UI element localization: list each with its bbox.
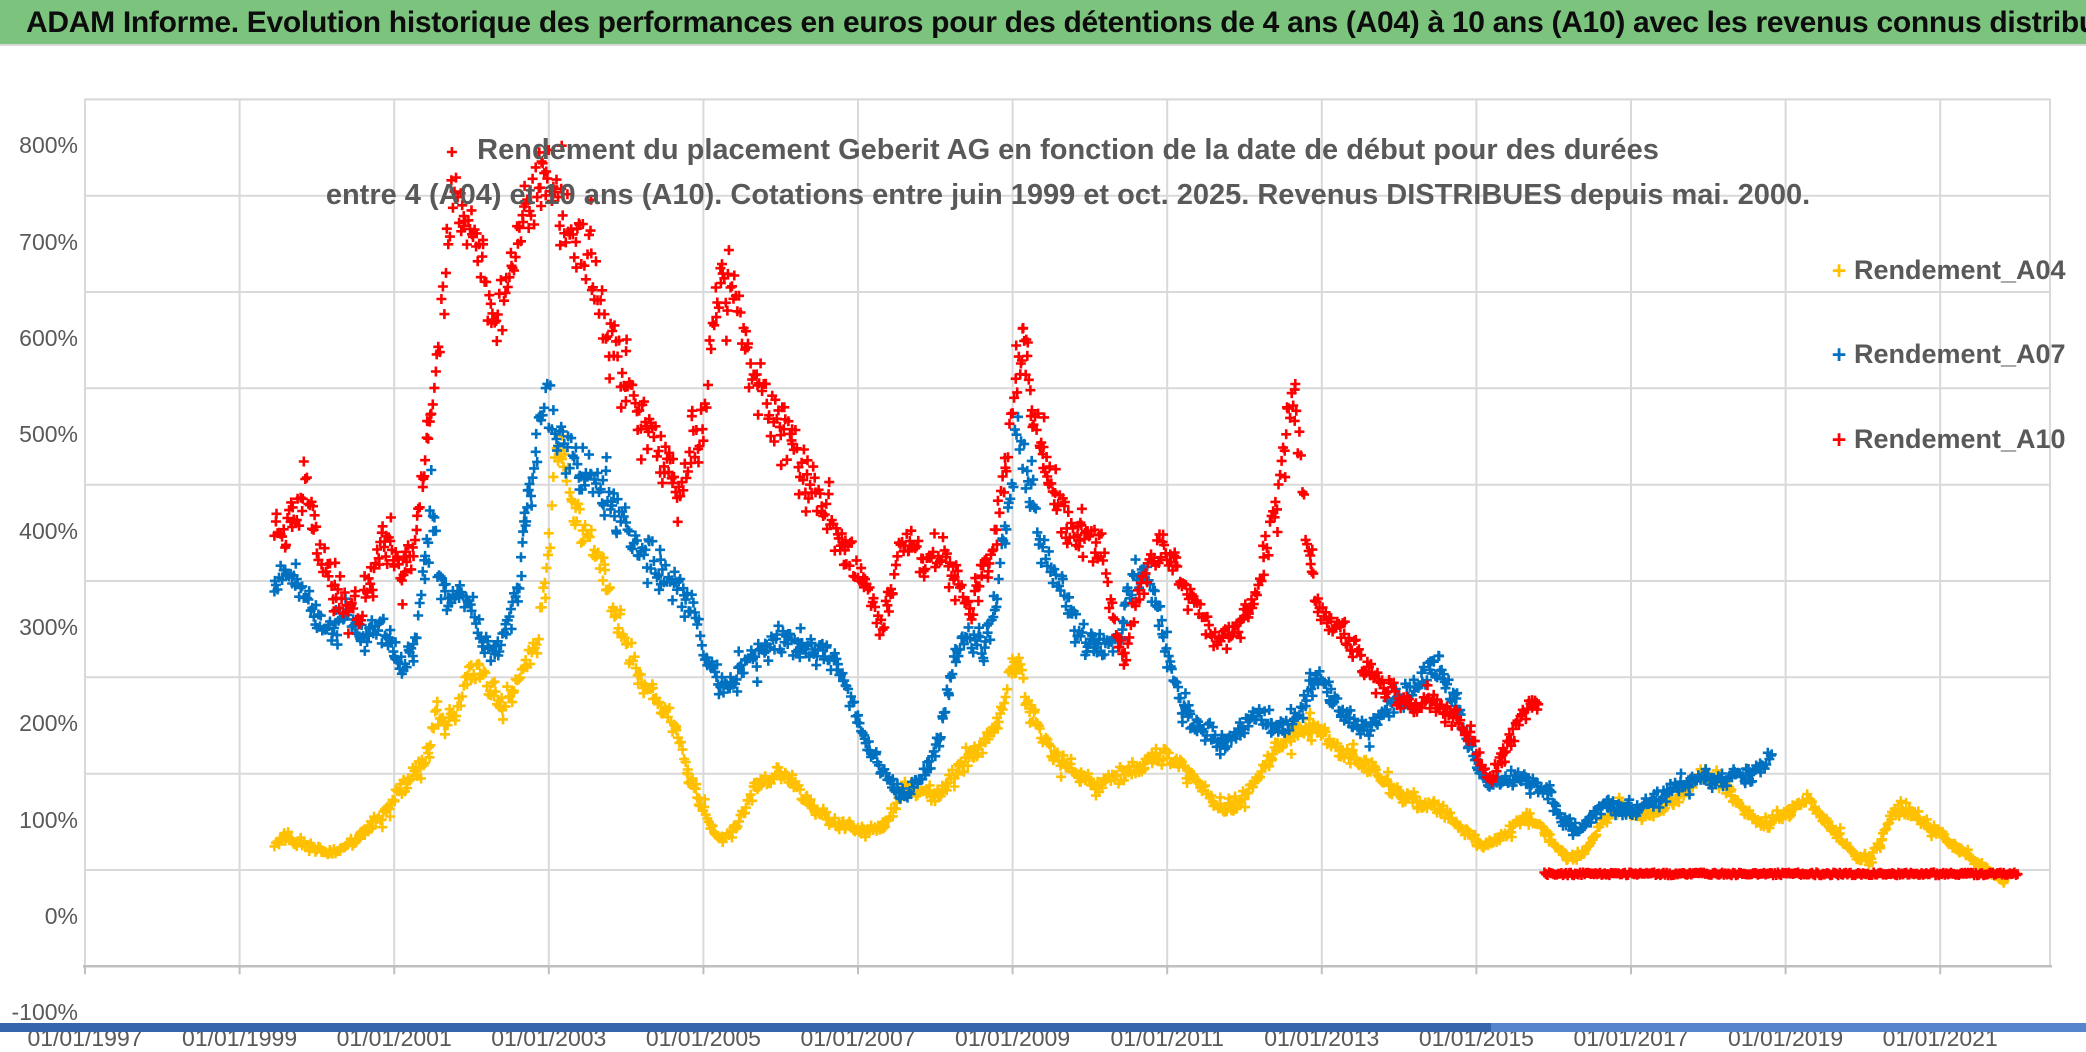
y-axis-tick-label: 0% (44, 903, 78, 929)
legend-label-a04: Rendement_A04 (1854, 255, 2066, 285)
bottom-status-bar (0, 1023, 1491, 1032)
y-axis-tick-label: 400% (19, 517, 78, 544)
y-axis-tick-label: 600% (19, 325, 78, 352)
app-banner: ADAM Informe. Evolution historique des p… (0, 0, 2086, 46)
y-axis-tick-label: 500% (19, 421, 78, 448)
y-axis-tick-label: 200% (19, 710, 78, 737)
y-axis-tick-label: 700% (19, 228, 78, 255)
legend-item-a04[interactable]: + Rendement_A04 (1824, 253, 2074, 287)
legend-marker-a10-icon: + (1831, 426, 1847, 454)
legend-item-a10[interactable]: + Rendement_A10 (1824, 422, 2074, 456)
y-axis-tick-label: -100% (11, 999, 78, 1026)
bottom-status-bar-segment (1491, 1023, 2086, 1032)
y-axis-tick-label: 100% (19, 806, 78, 833)
legend-label-a07: Rendement_A07 (1854, 339, 2066, 369)
legend-label-a10: Rendement_A10 (1854, 424, 2066, 454)
banner-title: ADAM Informe. Evolution historique des p… (26, 6, 2086, 39)
plot-area[interactable] (0, 46, 2086, 1023)
legend-item-a07[interactable]: + Rendement_A07 (1824, 337, 2074, 371)
chart-title-line1: Rendement du placement Geberit AG en fon… (477, 134, 1659, 166)
chart-title-line2: entre 4 (A04) et 10 ans (A10). Cotations… (325, 179, 1811, 211)
y-axis-tick-label: 300% (19, 614, 78, 640)
y-axis-tick-label: 800% (19, 132, 78, 159)
chart-title: Rendement du placement Geberit AG en fon… (263, 128, 1873, 218)
performance-scatter-chart[interactable]: Rendement du placement Geberit AG en fon… (0, 46, 2086, 1051)
legend-marker-a07-icon: + (1831, 341, 1847, 369)
legend-marker-a04-icon: + (1831, 257, 1847, 285)
